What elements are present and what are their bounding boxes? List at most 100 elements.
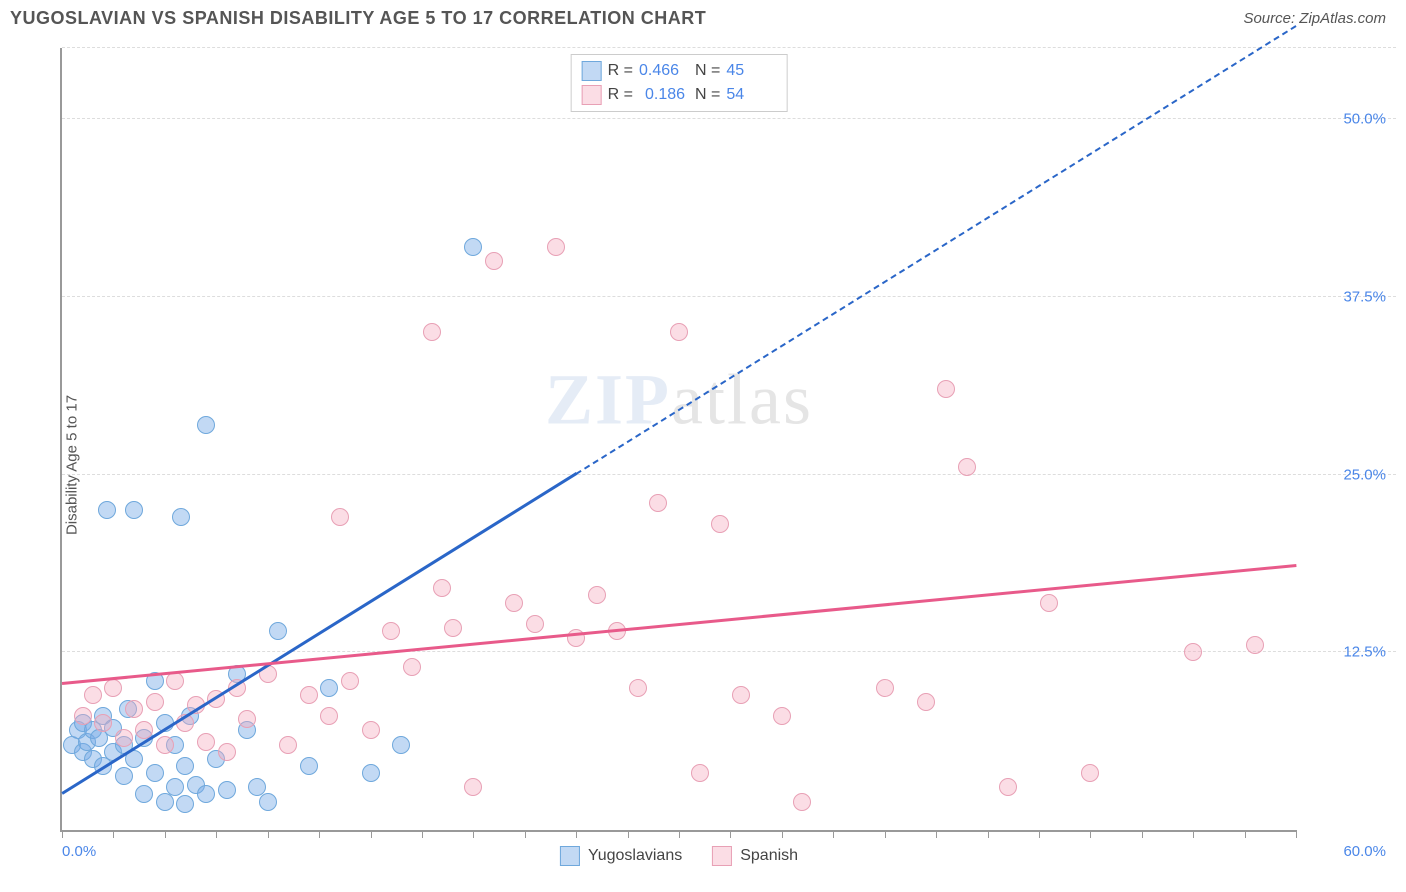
x-tick [730,830,731,838]
stats-row-blue: R = 0.466 N = 45 [582,59,777,83]
data-point [547,238,565,256]
legend-label-pink: Spanish [740,847,798,865]
x-tick [268,830,269,838]
swatch-pink [582,85,602,105]
legend-item-pink: Spanish [712,846,798,866]
data-point [176,795,194,813]
gridline [62,474,1396,475]
data-point [166,778,184,796]
data-point [259,793,277,811]
data-point [218,781,236,799]
data-point [341,672,359,690]
data-point [1184,643,1202,661]
data-point [649,494,667,512]
data-point [320,707,338,725]
data-point [505,594,523,612]
data-point [691,764,709,782]
x-tick [936,830,937,838]
chart-container: Disability Age 5 to 17 ZIPatlas R = 0.46… [10,48,1396,882]
trend-line [62,564,1296,684]
n-value-blue: 45 [726,62,776,80]
data-point [146,764,164,782]
source-attribution: Source: ZipAtlas.com [1243,10,1386,27]
n-value-pink: 54 [726,86,776,104]
data-point [166,672,184,690]
data-point [444,619,462,637]
data-point [917,693,935,711]
y-tick-label: 37.5% [1343,288,1386,305]
x-tick [782,830,783,838]
data-point [176,757,194,775]
data-point [958,458,976,476]
data-point [238,710,256,728]
y-tick-label: 50.0% [1343,111,1386,128]
data-point [464,238,482,256]
data-point [320,679,338,697]
x-tick [422,830,423,838]
data-point [362,764,380,782]
data-point [711,515,729,533]
data-point [135,785,153,803]
data-point [84,686,102,704]
r-label: R = [608,62,633,80]
x-tick [679,830,680,838]
data-point [156,736,174,754]
x-tick [371,830,372,838]
data-point [74,707,92,725]
y-tick-label: 12.5% [1343,644,1386,661]
gridline [62,296,1396,297]
data-point [104,679,122,697]
x-tick [1245,830,1246,838]
x-tick [525,830,526,838]
data-point [382,622,400,640]
data-point [218,743,236,761]
plot-area: ZIPatlas R = 0.466 N = 45 R = 0.186 N = … [60,48,1296,832]
gridline [62,118,1396,119]
legend-label-blue: Yugoslavians [588,847,682,865]
data-point [362,721,380,739]
data-point [197,733,215,751]
chart-title: YUGOSLAVIAN VS SPANISH DISABILITY AGE 5 … [10,8,706,29]
data-point [403,658,421,676]
y-tick-label: 25.0% [1343,466,1386,483]
data-point [732,686,750,704]
data-point [526,615,544,633]
data-point [1040,594,1058,612]
data-point [146,693,164,711]
data-point [793,793,811,811]
data-point [876,679,894,697]
data-point [392,736,410,754]
data-point [485,252,503,270]
data-point [269,622,287,640]
legend-item-blue: Yugoslavians [560,846,682,866]
data-point [197,785,215,803]
r-value-blue: 0.466 [639,62,689,80]
gridline [62,47,1396,48]
trend-line [61,472,576,794]
x-tick [628,830,629,838]
data-point [115,729,133,747]
r-value-pink: 0.186 [639,86,689,104]
data-point [279,736,297,754]
data-point [670,323,688,341]
bottom-legend: Yugoslavians Spanish [560,846,798,866]
stats-row-pink: R = 0.186 N = 54 [582,83,777,107]
x-tick [319,830,320,838]
data-point [588,586,606,604]
data-point [197,416,215,434]
data-point [125,501,143,519]
data-point [125,700,143,718]
x-tick [473,830,474,838]
data-point [423,323,441,341]
x-tick [576,830,577,838]
data-point [94,714,112,732]
x-tick [885,830,886,838]
r-label: R = [608,86,633,104]
swatch-blue [582,61,602,81]
x-axis-min-label: 0.0% [62,843,96,860]
x-tick [62,830,63,838]
watermark: ZIPatlas [545,358,813,441]
data-point [300,757,318,775]
data-point [1246,636,1264,654]
n-label: N = [695,86,720,104]
